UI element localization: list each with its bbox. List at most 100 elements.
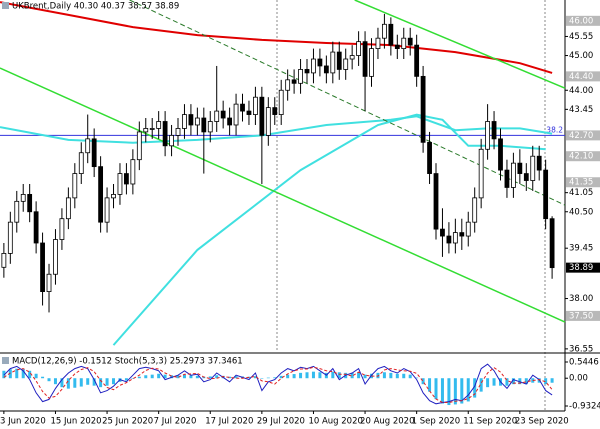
candle-body (175, 128, 181, 136)
macd-bar (144, 375, 148, 379)
candle-body (452, 232, 458, 244)
macd-bar (292, 374, 296, 379)
price-label-bg (566, 71, 600, 82)
macd-bar (21, 369, 25, 379)
candle-body (362, 41, 368, 77)
candle-body (40, 242, 45, 292)
candle-body (536, 155, 542, 171)
macd-bar (486, 378, 490, 388)
y-tick-label: 45.55 (569, 32, 593, 42)
x-tick-label: 11 Sep 2020 (463, 417, 517, 427)
candle-body (72, 173, 78, 199)
macd-bar (157, 373, 161, 379)
macd-bar (479, 378, 483, 392)
macd-bar (460, 378, 464, 404)
overlay-line (129, 0, 566, 206)
candle-body (317, 58, 323, 67)
indicator-tick-label: -0.9324 (569, 402, 600, 412)
candle-body (91, 138, 97, 168)
price-label-bg (566, 15, 600, 26)
macd-bar (176, 375, 180, 379)
macd-bar (86, 378, 90, 385)
macd-bar (363, 374, 367, 379)
candle-body (65, 197, 71, 220)
candle-body (253, 96, 258, 115)
candle-body (156, 121, 162, 129)
y-tick-label: 43.45 (569, 105, 593, 115)
candle-body (33, 211, 39, 244)
x-tick-label: 15 Jun 2020 (50, 417, 101, 427)
chart-title: UKBrent,Daily 40.30 40.37 38.57 38.89 (12, 2, 179, 12)
candle-body (214, 110, 220, 122)
candle-body (278, 89, 284, 115)
candle-body (446, 235, 452, 244)
macd-bar (53, 378, 57, 385)
macd-bar (150, 374, 154, 379)
price-label: 41.35 (569, 178, 593, 188)
stoch-line (3, 366, 553, 403)
candle-body (407, 37, 413, 46)
candle-body (543, 169, 549, 220)
candle-body (111, 193, 116, 199)
candle-body (465, 221, 471, 237)
candle-body (27, 193, 33, 213)
candle-body (182, 114, 187, 129)
macd-bar (511, 378, 515, 385)
macd-bar (299, 372, 303, 379)
candle-body (427, 141, 432, 174)
candle-body (124, 173, 129, 185)
price-label: 46.00 (569, 16, 593, 26)
macd-bar (395, 373, 399, 379)
macd-bar (550, 378, 554, 383)
candle-body (349, 55, 355, 60)
overlay-line (0, 1, 553, 74)
x-tick-label: 20 Aug 2020 (360, 417, 414, 427)
candle-body (130, 159, 136, 185)
price-label: 44.40 (569, 72, 593, 82)
y-tick-label: 38.00 (569, 294, 593, 304)
overlay-line (0, 67, 566, 323)
candle-body (149, 128, 155, 130)
candle-body (433, 173, 439, 230)
x-tick-label: 3 Jun 2020 (0, 417, 46, 427)
macd-bar (47, 378, 51, 382)
macd-bar (518, 378, 522, 385)
candle-body (485, 121, 491, 150)
x-tick-label: 29 Jul 2020 (257, 417, 305, 427)
candle-body (194, 117, 200, 126)
candle-body (382, 23, 387, 39)
macd-bar (182, 374, 186, 379)
candle-body (356, 41, 362, 56)
macd-bar (189, 375, 193, 379)
macd-bar (2, 370, 6, 379)
macd-bar (453, 378, 457, 405)
candle-body (440, 228, 445, 237)
indicator-title: MACD(12,26,9) -0.1512 Stoch(5,3,3) 25.29… (12, 357, 243, 367)
macd-bar (389, 372, 393, 379)
candle-body (291, 79, 297, 84)
macd-bar (273, 377, 277, 379)
candle-body (201, 117, 207, 133)
macd-bar (260, 378, 264, 379)
x-tick-label: 17 Jul 2020 (205, 417, 253, 427)
candle-body (136, 131, 142, 161)
candle-body (343, 58, 349, 70)
candle-body (311, 58, 316, 74)
macd-bar (337, 372, 341, 379)
candle-body (143, 128, 149, 133)
candle-body (549, 218, 555, 269)
macd-bar (382, 372, 386, 379)
y-tick-label: 45.00 (569, 51, 593, 61)
candle-body (227, 117, 233, 126)
price-label-bg (566, 130, 600, 141)
macd-bar (99, 378, 103, 388)
macd-bar (79, 378, 83, 387)
macd-bar (195, 375, 199, 379)
x-tick-label: 10 Aug 2020 (308, 417, 362, 427)
macd-bar (234, 376, 238, 379)
candle-body (478, 148, 484, 199)
candle-body (517, 162, 523, 174)
candle-body (59, 218, 65, 240)
macd-bar (318, 372, 322, 379)
